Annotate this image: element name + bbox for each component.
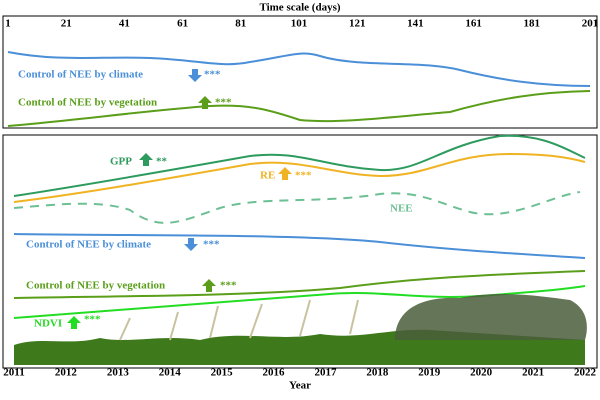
significance: *** — [220, 280, 237, 292]
arrow-up — [202, 279, 216, 292]
top-panel — [2, 15, 598, 129]
arrow-up — [67, 316, 81, 329]
ndvi-curve — [13, 285, 586, 319]
significance: *** — [295, 170, 312, 182]
trees — [395, 294, 587, 340]
significance: *** — [84, 314, 101, 326]
label: RE — [260, 170, 275, 182]
label: NDVI — [34, 318, 62, 330]
year-label: 2018 — [366, 367, 389, 379]
vegetation-curve — [13, 270, 586, 299]
year-label: 2019 — [418, 367, 441, 379]
arrow-down — [184, 238, 198, 251]
label: Control of NEE by vegetation — [18, 97, 157, 109]
significance: *** — [215, 97, 232, 109]
label: GPP — [110, 156, 132, 168]
gpp-curve — [13, 134, 586, 197]
year-label: 2020 — [470, 367, 493, 379]
year-label: 2017 — [314, 367, 337, 379]
year-label: 2016 — [263, 367, 286, 379]
tick-label: 181 — [524, 18, 541, 30]
climate-curve — [13, 233, 586, 259]
tick-label: 101 — [291, 18, 308, 30]
significance: *** — [203, 239, 220, 251]
year-label: 2013 — [107, 367, 130, 379]
label: Control of NEE by climate — [18, 69, 143, 81]
label: NEE — [390, 203, 413, 215]
arrow-up — [278, 167, 292, 180]
tick-label: 161 — [465, 18, 482, 30]
tick-label: 61 — [177, 18, 188, 30]
reeds — [119, 299, 359, 341]
axis-title: Year — [289, 380, 311, 392]
tick-label: 81 — [235, 18, 246, 30]
nee-curve — [13, 191, 581, 224]
tick-label: 201 — [582, 18, 599, 30]
axis-title: Time scale (days) — [259, 2, 340, 14]
tick-label: 1 — [5, 18, 11, 30]
label: Control of NEE by climate — [26, 239, 151, 251]
bottom-panel — [2, 134, 598, 369]
tick-label: 21 — [61, 18, 72, 30]
tick-label: 41 — [119, 18, 130, 30]
year-label: 2012 — [55, 367, 78, 379]
significance: ** — [156, 156, 168, 168]
year-label: 2021 — [522, 367, 544, 379]
year-label: 2011 — [3, 367, 24, 379]
vegetation-curve — [7, 90, 591, 127]
arrow-down — [188, 69, 202, 82]
tick-label: 141 — [407, 18, 424, 30]
year-label: 2015 — [211, 367, 234, 379]
tick-label: 121 — [349, 18, 366, 30]
climate-curve — [7, 51, 591, 87]
significance: *** — [204, 69, 221, 81]
year-label: 2014 — [159, 367, 182, 379]
label: Control of NEE by vegetation — [26, 280, 165, 292]
year-label: 2022 — [574, 367, 597, 379]
arrow-up — [198, 96, 212, 109]
arrow-up — [139, 153, 153, 166]
re-curve — [13, 152, 586, 203]
